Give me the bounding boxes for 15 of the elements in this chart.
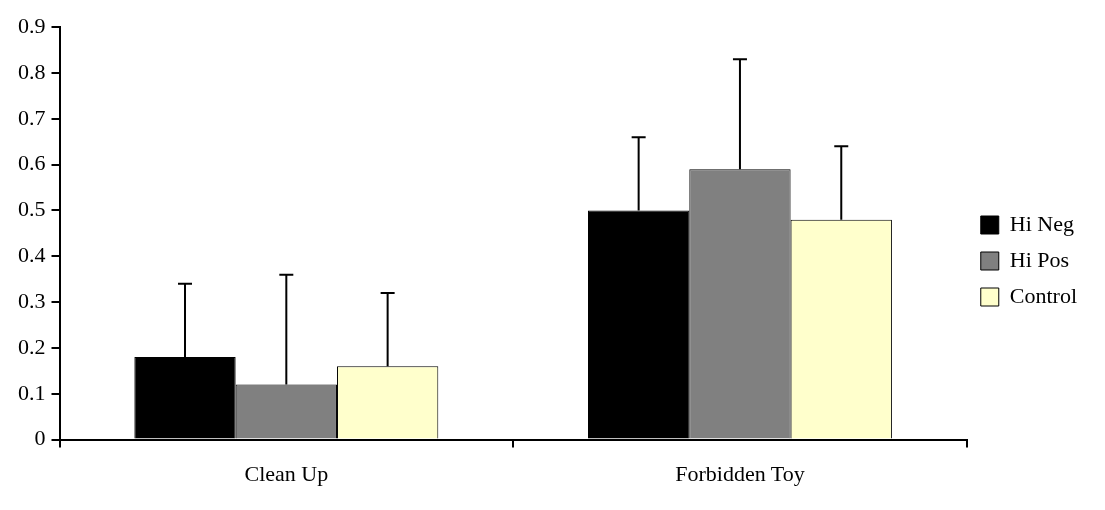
x-tick-label: Forbidden Toy (675, 460, 805, 486)
y-tick-label: 0.5 (18, 196, 46, 222)
y-tick-label: 0.1 (18, 379, 46, 405)
y-tick-label: 0.2 (18, 333, 46, 359)
legend-label: Hi Pos (1009, 246, 1070, 272)
y-tick-label: 0.4 (18, 242, 46, 268)
y-tick-label: 0.6 (18, 150, 46, 176)
x-tick-label: Clean Up (244, 460, 329, 486)
legend-label: Hi Neg (1009, 210, 1074, 236)
legend-label: Control (1009, 282, 1078, 308)
y-tick-label: 0.9 (18, 12, 46, 38)
y-tick-label: 0 (34, 425, 46, 451)
y-tick-label: 0.7 (18, 104, 46, 130)
y-tick-label: 0.3 (18, 287, 46, 313)
y-tick-label: 0.8 (18, 58, 46, 84)
